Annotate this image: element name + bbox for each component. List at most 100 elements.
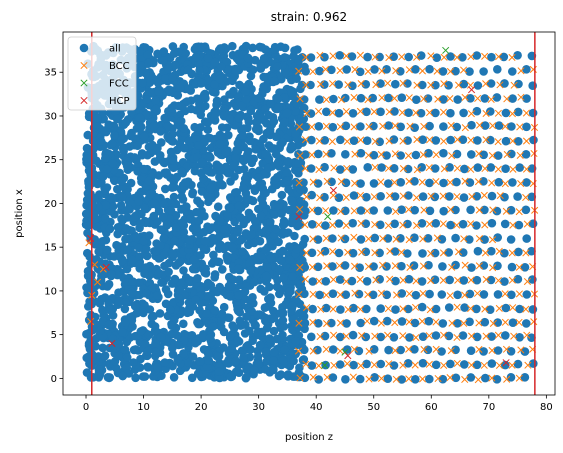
all-point [313, 262, 323, 272]
all-point [294, 56, 304, 65]
all-point [102, 164, 112, 174]
all-point [210, 57, 220, 67]
bcc-point [522, 193, 530, 202]
bcc-point [439, 276, 447, 284]
all-point [354, 346, 364, 356]
all-point [245, 136, 255, 146]
all-point [217, 309, 227, 319]
all-point [131, 373, 140, 383]
all-point [197, 78, 207, 88]
all-point [425, 121, 434, 131]
bcc-point [316, 51, 324, 59]
bcc-point [419, 289, 427, 297]
all-point [198, 332, 208, 342]
all-point [514, 220, 524, 230]
bcc-point [446, 95, 454, 103]
all-point [513, 51, 522, 60]
all-point [255, 340, 265, 350]
all-point [465, 317, 474, 327]
all-point [472, 332, 482, 342]
all-point [128, 255, 137, 265]
bcc-point [385, 108, 393, 116]
all-point [529, 359, 538, 368]
all-point [335, 332, 345, 342]
all-point [396, 122, 406, 132]
all-point [280, 117, 289, 127]
all-point [528, 81, 537, 90]
all-point [270, 45, 280, 54]
all-point [210, 256, 219, 265]
all-point [235, 80, 244, 90]
all-point [111, 363, 121, 373]
all-point [376, 359, 386, 369]
all-point [460, 303, 469, 312]
legend-marker [79, 43, 89, 53]
hcp-point [295, 213, 303, 221]
y-tick-label: 30 [44, 111, 57, 122]
all-point [424, 148, 433, 158]
all-point [278, 316, 288, 325]
all-point [261, 149, 270, 159]
all-point [288, 372, 298, 381]
all-point [139, 132, 149, 141]
all-point [341, 290, 351, 300]
all-point [170, 274, 180, 284]
all-point [235, 316, 245, 326]
x-tick-label: 30 [252, 402, 265, 413]
all-point [501, 360, 510, 370]
bcc-point [356, 107, 364, 115]
bcc-point [480, 361, 488, 369]
all-point [86, 259, 95, 269]
all-point [522, 178, 531, 187]
all-point [197, 187, 207, 196]
chart-title: strain: 0.962 [271, 10, 347, 24]
all-point [274, 94, 283, 104]
bcc-point [482, 275, 490, 283]
all-point [300, 345, 309, 355]
all-point [452, 122, 462, 132]
all-point [196, 168, 206, 178]
fcc-point [324, 213, 332, 221]
all-point [196, 199, 205, 209]
legend-item-hcp: HCP [80, 96, 130, 107]
all-point [169, 373, 179, 382]
all-point [107, 270, 116, 279]
all-point [223, 254, 232, 264]
bcc-point [503, 375, 511, 383]
all-point [185, 235, 194, 245]
all-point [355, 374, 365, 384]
bcc-point [308, 123, 316, 131]
all-point [214, 162, 224, 171]
bcc-point [301, 164, 309, 173]
bcc-point [467, 220, 475, 228]
bcc-point [308, 151, 316, 159]
all-point [417, 219, 427, 228]
all-point [181, 49, 190, 58]
all-point [138, 237, 148, 246]
all-point [143, 346, 153, 356]
all-point [164, 267, 173, 277]
all-point [151, 104, 161, 114]
all-point [382, 290, 392, 300]
all-point [117, 135, 127, 144]
all-point [396, 234, 405, 243]
all-point [287, 141, 296, 151]
bcc-point [329, 275, 337, 284]
all-point [104, 299, 113, 308]
all-point [164, 85, 174, 94]
all-point [213, 224, 223, 233]
all-point [153, 49, 162, 59]
all-point [92, 222, 101, 231]
all-point [486, 135, 495, 145]
all-point [361, 219, 371, 228]
bcc-point [322, 207, 330, 215]
bcc-point [309, 68, 317, 76]
all-point [301, 67, 311, 76]
all-point [114, 340, 124, 349]
all-point [215, 282, 224, 292]
all-point [500, 192, 509, 202]
bcc-point [453, 136, 462, 144]
all-point [446, 108, 455, 118]
bcc-point [350, 123, 358, 131]
bcc-point [336, 123, 344, 131]
